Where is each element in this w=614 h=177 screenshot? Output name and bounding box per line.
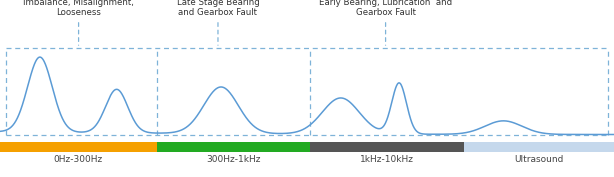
Bar <box>0 142 157 152</box>
Text: 300Hz-1kHz: 300Hz-1kHz <box>206 155 260 164</box>
Text: 0Hz-300Hz: 0Hz-300Hz <box>53 155 103 164</box>
Text: Early Bearing, Lubrication  and
Gearbox Fault: Early Bearing, Lubrication and Gearbox F… <box>319 0 452 45</box>
Bar <box>310 142 464 152</box>
Text: 1kHz-10kHz: 1kHz-10kHz <box>360 155 414 164</box>
Bar <box>157 142 310 152</box>
Text: Ultrasound: Ultrasound <box>514 155 564 164</box>
Text: Late Stage Bearing
and Gearbox Fault: Late Stage Bearing and Gearbox Fault <box>177 0 259 45</box>
Bar <box>464 142 614 152</box>
Text: Imbalance, Misalignment,
Looseness: Imbalance, Misalignment, Looseness <box>23 0 134 45</box>
